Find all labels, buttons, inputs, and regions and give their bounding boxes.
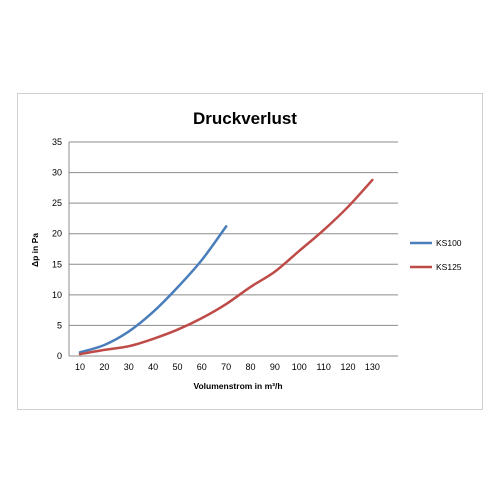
- y-axis-title: Δp in Pa: [30, 233, 40, 267]
- x-tick-label: 120: [341, 362, 356, 372]
- y-tick-label: 0: [57, 351, 62, 361]
- y-tick-label: 20: [52, 229, 62, 239]
- x-tick-label: 80: [246, 362, 256, 372]
- y-tick-label: 15: [52, 259, 62, 269]
- chart-title: Druckverlust: [193, 109, 297, 128]
- x-tick-label: 90: [270, 362, 280, 372]
- x-tick-label: 50: [172, 362, 182, 372]
- x-tick-label: 20: [99, 362, 109, 372]
- series-line-ks100: [78, 225, 228, 354]
- y-tick-label: 30: [52, 168, 62, 178]
- legend-label-ks100: KS100: [436, 238, 462, 248]
- legend: KS100 KS125: [410, 238, 462, 272]
- y-tick-label: 25: [52, 198, 62, 208]
- y-tick-label: 5: [57, 320, 62, 330]
- axes: [68, 142, 398, 357]
- series-line-ks125: [78, 178, 374, 356]
- series-lines: [78, 178, 374, 356]
- x-tick-label: 60: [197, 362, 207, 372]
- x-tick-label: 40: [148, 362, 158, 372]
- tick-labels: 0 5 10 15 20 25 30 35 10 20 30 40 50 60 70 80 90 100 110 12…: [52, 137, 380, 372]
- y-tick-label: 10: [52, 290, 62, 300]
- x-tick-label: 130: [365, 362, 380, 372]
- legend-label-ks125: KS125: [436, 262, 462, 272]
- y-tick-label: 35: [52, 137, 62, 147]
- x-axis-title: Volumenstrom in m³/h: [193, 381, 282, 391]
- x-tick-label: 10: [75, 362, 85, 372]
- gridlines: [69, 141, 398, 326]
- x-tick-label: 70: [221, 362, 231, 372]
- chart-frame: [17, 93, 483, 410]
- x-tick-label: 30: [124, 362, 134, 372]
- x-tick-label: 110: [316, 362, 330, 372]
- x-tick-label: 100: [292, 362, 307, 372]
